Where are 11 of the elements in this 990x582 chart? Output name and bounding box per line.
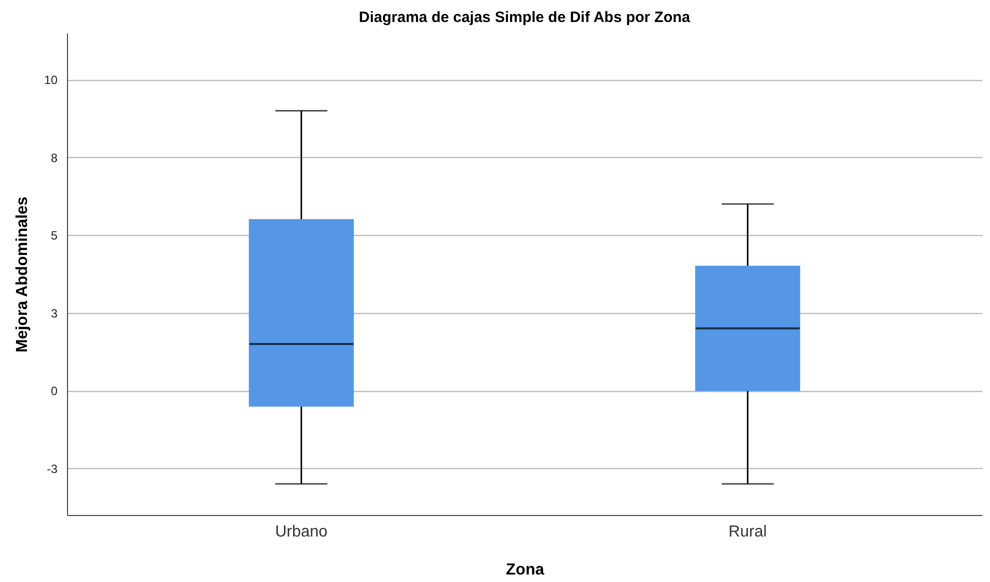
y-tick-label: 3	[50, 306, 58, 320]
y-tick-label: 0	[50, 384, 58, 398]
chart-title: Diagrama de cajas Simple de Dif Abs por Zona	[358, 9, 691, 26]
x-tick-label: Rural	[728, 524, 767, 540]
x-axis-title: Zona	[506, 562, 544, 578]
y-tick-label: 10	[44, 73, 58, 88]
y-tick-label: 5	[50, 228, 58, 243]
x-tick-label: Urbano	[275, 524, 328, 540]
y-axis-title: Mejora Abdominales	[14, 196, 32, 352]
y-tick-label: 8	[50, 150, 58, 165]
y-tick-label: -3	[46, 462, 58, 476]
